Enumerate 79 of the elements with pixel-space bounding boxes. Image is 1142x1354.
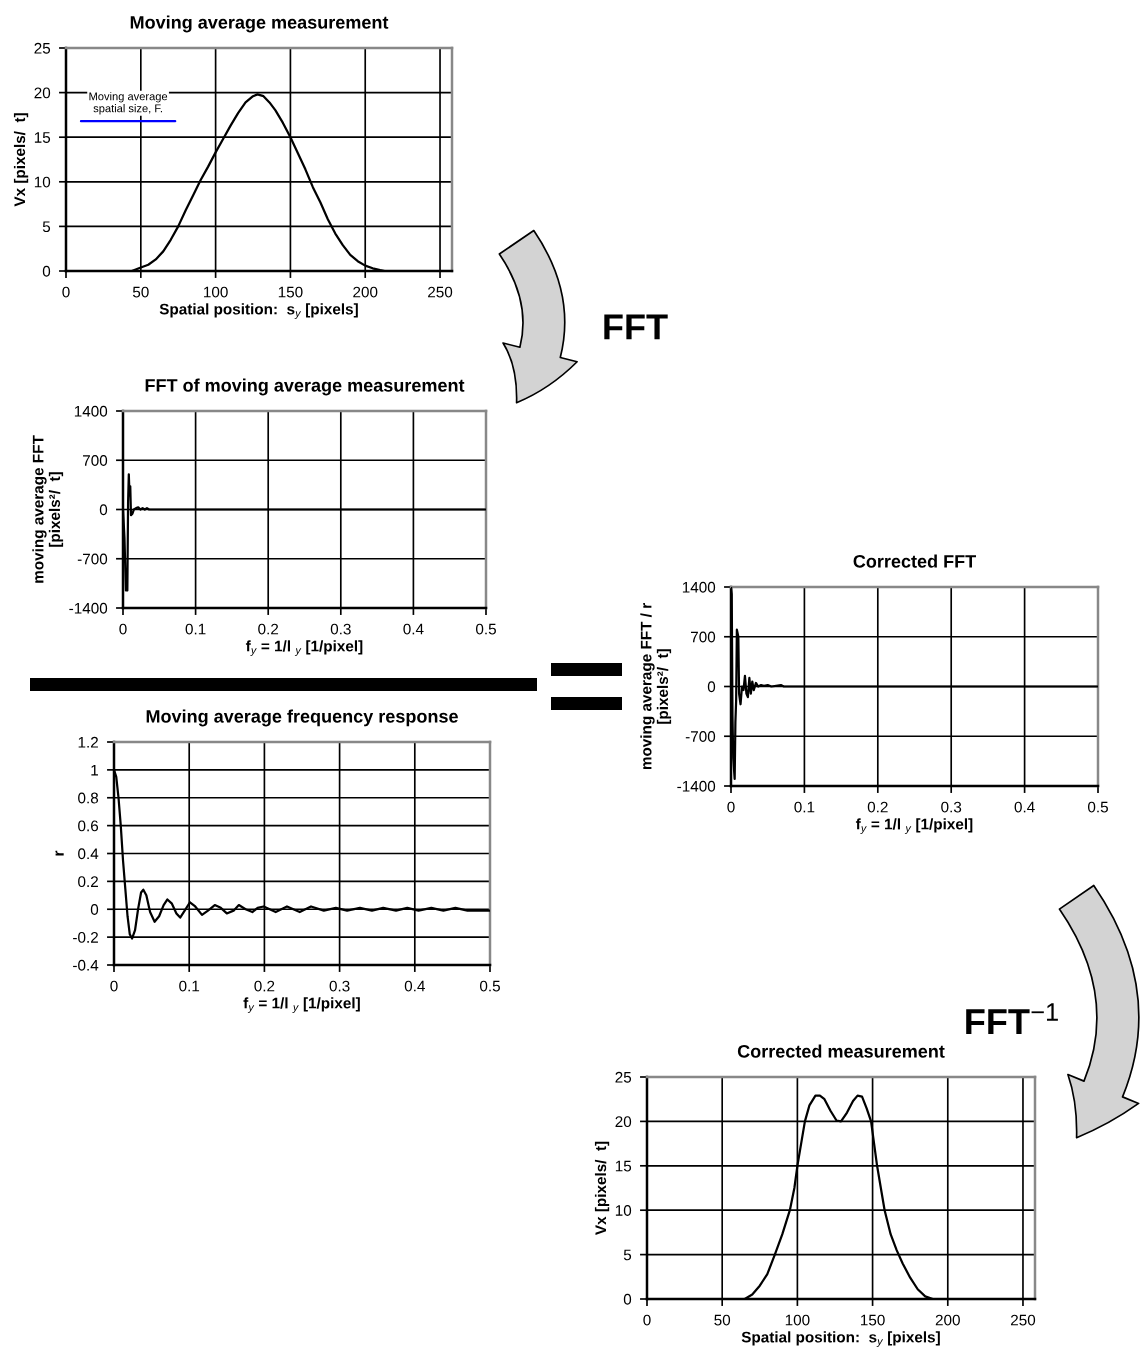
y-tick-label: 0.6 [78,820,99,832]
y-tick-label: 15 [34,132,51,143]
x-tick-label: 0 [110,980,118,992]
x-tick-label: 0.5 [475,623,496,635]
x-tick-label: 0.2 [867,801,888,813]
y-tick-label: 5 [42,221,51,233]
x-tick-label: 250 [428,286,453,298]
text: FFT [604,314,668,340]
x-axis-title: Spatial position: s$_{y}$ [pixels] [741,1331,940,1348]
y-tick-label: -700 [77,553,108,565]
y-tick-label: 0 [90,904,99,915]
y-tick-label: -1400 [677,780,716,792]
y-tick-label: 15 [615,1160,632,1172]
y-tick-label: 0 [99,504,108,516]
x-tick-label: 0.2 [254,980,275,992]
y-tick-label: -700 [685,731,716,742]
chart-title: FFT of moving average measurement [145,378,465,396]
y-axis-title: Vx [pixels/ t] [594,1141,610,1236]
y-tick-label: 1400 [74,405,108,417]
y-tick-label: 0 [707,681,716,693]
chart-title: Moving average measurement [130,15,389,33]
x-tick-label: 0.3 [330,623,351,635]
x-tick-label: 0 [643,1314,651,1326]
y-tick-label: 25 [615,1071,632,1083]
y-tick-label: 20 [615,1116,632,1128]
x-tick-label: 0 [119,623,127,635]
y-tick-label: 0.8 [78,792,99,804]
x-axis-title: f$_{y}$ = 1/l $_{y}$ [1/pixel] [243,997,360,1014]
x-tick-label: 200 [935,1314,960,1326]
y-tick-label: 0 [42,265,51,277]
y-axis-title: Vx [pixels/ t] [13,113,29,207]
y-tick-label: 20 [34,87,51,99]
y-tick-label: 5 [623,1249,632,1261]
y-tick-label: 700 [83,455,108,466]
x-tick-label: 50 [132,286,149,298]
x-tick-label: 0.4 [404,980,425,992]
x-tick-label: 250 [1010,1314,1036,1326]
x-tick-label: 0.1 [179,980,200,992]
x-tick-label: 0.5 [479,980,500,992]
x-tick-label: 100 [204,286,228,298]
y-tick-label: -0.4 [73,959,99,971]
x-tick-label: 0.5 [1087,801,1108,813]
y-tick-label: 1 [91,764,98,776]
y-tick-label: 1.2 [78,736,98,748]
x-tick-label: 0.4 [1014,801,1035,813]
series-label: Moving average spatial size, F. [89,92,168,115]
x-axis-title: f$_{y}$ = 1/l $_{y}$ [1/pixel] [855,818,973,835]
y-tick-label: -0.2 [73,931,98,943]
chart-title: Corrected measurement [737,1044,945,1058]
y-tick-label: 10 [34,176,51,188]
y-tick-label: 1400 [682,581,716,593]
x-tick-label: 100 [785,1314,810,1326]
y-tick-label: 700 [691,631,716,643]
chart-title: Moving average frequency response [146,709,458,727]
y-tick-label: 0 [623,1293,632,1305]
x-tick-label: 0.4 [403,623,424,635]
x-axis-title: f$_{y}$ = 1/l $_{y}$ [1/pixel] [245,640,363,657]
y-axis-title: r [55,850,64,856]
x-tick-label: 0.3 [941,801,962,813]
y-tick-label: 0.4 [78,848,99,860]
text: FFT$^{−1}$ [966,1003,1058,1035]
x-tick-label: 0.1 [794,801,815,813]
x-tick-label: 0 [727,801,735,813]
chart-title: Corrected FFT [853,554,977,568]
y-axis-title: moving average FFT [pixels²/ t] [32,435,64,583]
x-tick-label: 0 [62,286,70,298]
x-tick-label: 200 [353,286,378,298]
x-tick-label: 0.2 [258,623,279,635]
x-tick-label: 50 [714,1314,731,1326]
x-tick-label: 0.1 [185,623,206,635]
y-tick-label: 10 [615,1205,632,1216]
x-tick-label: 0.3 [329,980,350,992]
y-axis-title: moving average FFT / r [pixels²/ t] [640,603,672,770]
x-axis-title: Spatial position: s$_{y}$ [pixels] [159,303,358,320]
y-tick-label: -1400 [69,602,108,614]
x-tick-label: 150 [861,1314,885,1326]
y-tick-label: 0.2 [78,876,98,888]
x-tick-label: 150 [278,286,303,298]
y-tick-label: 25 [34,42,51,54]
